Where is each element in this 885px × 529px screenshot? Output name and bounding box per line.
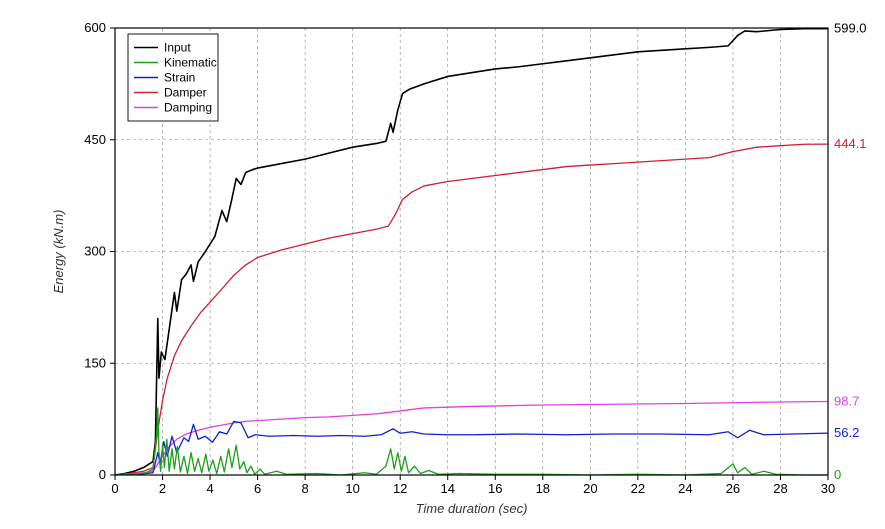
- x-tick-label: 14: [440, 481, 454, 496]
- x-tick-label: 4: [206, 481, 213, 496]
- x-tick-label: 10: [345, 481, 359, 496]
- legend-label: Input: [164, 41, 191, 55]
- x-tick-label: 28: [773, 481, 787, 496]
- end-label: 599.0: [834, 21, 867, 36]
- y-tick-label: 150: [84, 355, 106, 370]
- x-tick-label: 16: [488, 481, 502, 496]
- x-tick-label: 22: [631, 481, 645, 496]
- x-tick-label: 8: [302, 481, 309, 496]
- x-tick-label: 20: [583, 481, 597, 496]
- energy-time-chart: 0246810121416182022242628300150300450600…: [0, 0, 885, 529]
- legend-label: Strain: [164, 71, 195, 85]
- x-tick-label: 2: [159, 481, 166, 496]
- end-label: 98.7: [834, 393, 859, 408]
- legend-label: Damping: [164, 101, 212, 115]
- y-axis-label: Energy (kN.m): [51, 210, 66, 294]
- y-tick-label: 0: [99, 467, 106, 482]
- end-label: 0: [834, 467, 841, 482]
- x-tick-label: 12: [393, 481, 407, 496]
- legend-label: Damper: [164, 86, 207, 100]
- end-label: 56.2: [834, 425, 859, 440]
- y-tick-label: 450: [84, 132, 106, 147]
- x-tick-label: 0: [111, 481, 118, 496]
- x-tick-label: 6: [254, 481, 261, 496]
- x-tick-label: 18: [536, 481, 550, 496]
- end-label: 444.1: [834, 136, 867, 151]
- y-tick-label: 600: [84, 20, 106, 35]
- y-tick-label: 300: [84, 244, 106, 259]
- x-axis-label: Time duration (sec): [416, 501, 528, 516]
- x-tick-label: 24: [678, 481, 692, 496]
- legend-label: Kinematic: [164, 56, 217, 70]
- x-tick-label: 30: [821, 481, 835, 496]
- x-tick-label: 26: [726, 481, 740, 496]
